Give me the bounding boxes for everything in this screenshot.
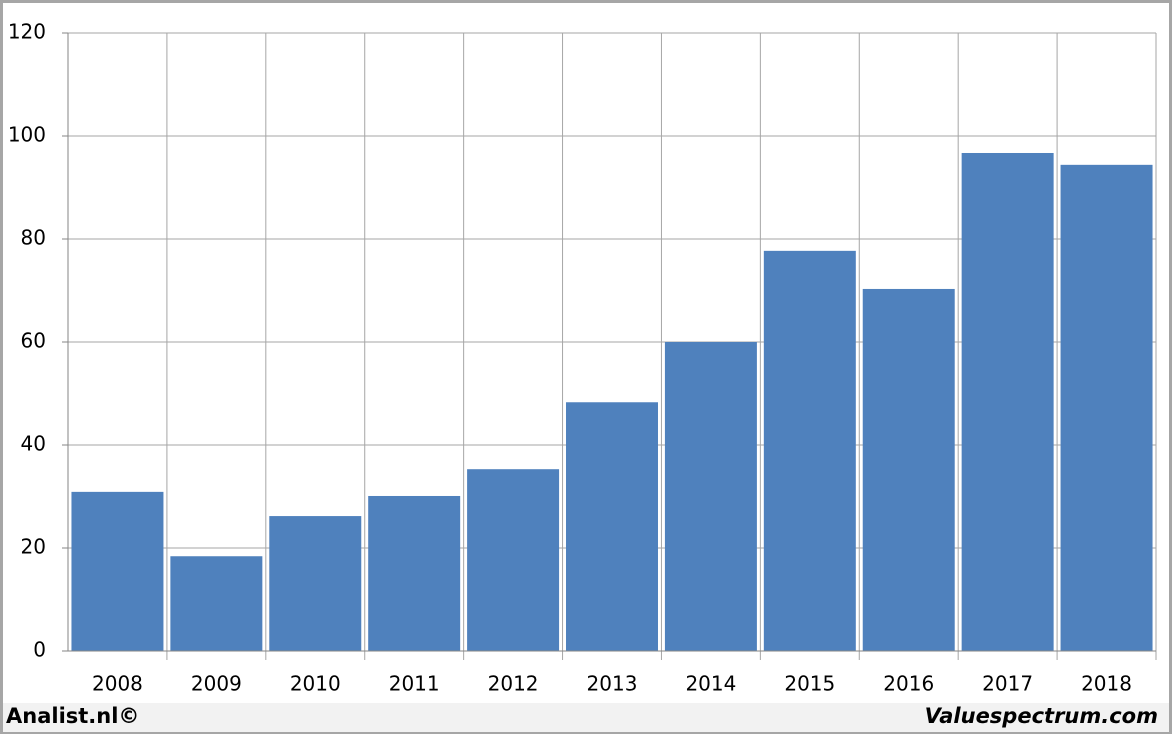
bar (71, 491, 164, 651)
bar (961, 152, 1054, 651)
source-right: Valuespectrum.com (925, 704, 1158, 728)
x-tick-label: 2015 (784, 672, 835, 696)
y-tick-label: 120 (8, 20, 46, 44)
bar (467, 469, 560, 651)
x-tick-label: 2010 (290, 672, 341, 696)
y-tick-label: 60 (21, 329, 46, 353)
bar (566, 402, 658, 651)
x-tick-label: 2018 (1081, 672, 1132, 696)
bar (664, 342, 757, 651)
bar (862, 288, 955, 651)
bar (269, 516, 362, 651)
bar (1060, 164, 1153, 651)
bar (368, 495, 461, 651)
x-tick-label: 2016 (883, 672, 934, 696)
source-left: Analist.nl© (6, 704, 139, 728)
y-tick-label: 0 (33, 638, 46, 662)
bar (170, 556, 263, 651)
y-tick-label: 20 (21, 535, 46, 559)
x-tick-label: 2014 (685, 672, 736, 696)
y-tick-label: 100 (8, 123, 46, 147)
y-tick-label: 80 (21, 226, 46, 250)
x-tick-label: 2012 (488, 672, 539, 696)
footer-strip (3, 703, 1169, 732)
bar (763, 250, 856, 651)
x-tick-label: 2017 (982, 672, 1033, 696)
x-tick-label: 2008 (92, 672, 143, 696)
x-tick-label: 2009 (191, 672, 242, 696)
x-tick-label: 2011 (389, 672, 440, 696)
x-tick-label: 2013 (587, 672, 638, 696)
y-tick-label: 40 (21, 432, 46, 456)
